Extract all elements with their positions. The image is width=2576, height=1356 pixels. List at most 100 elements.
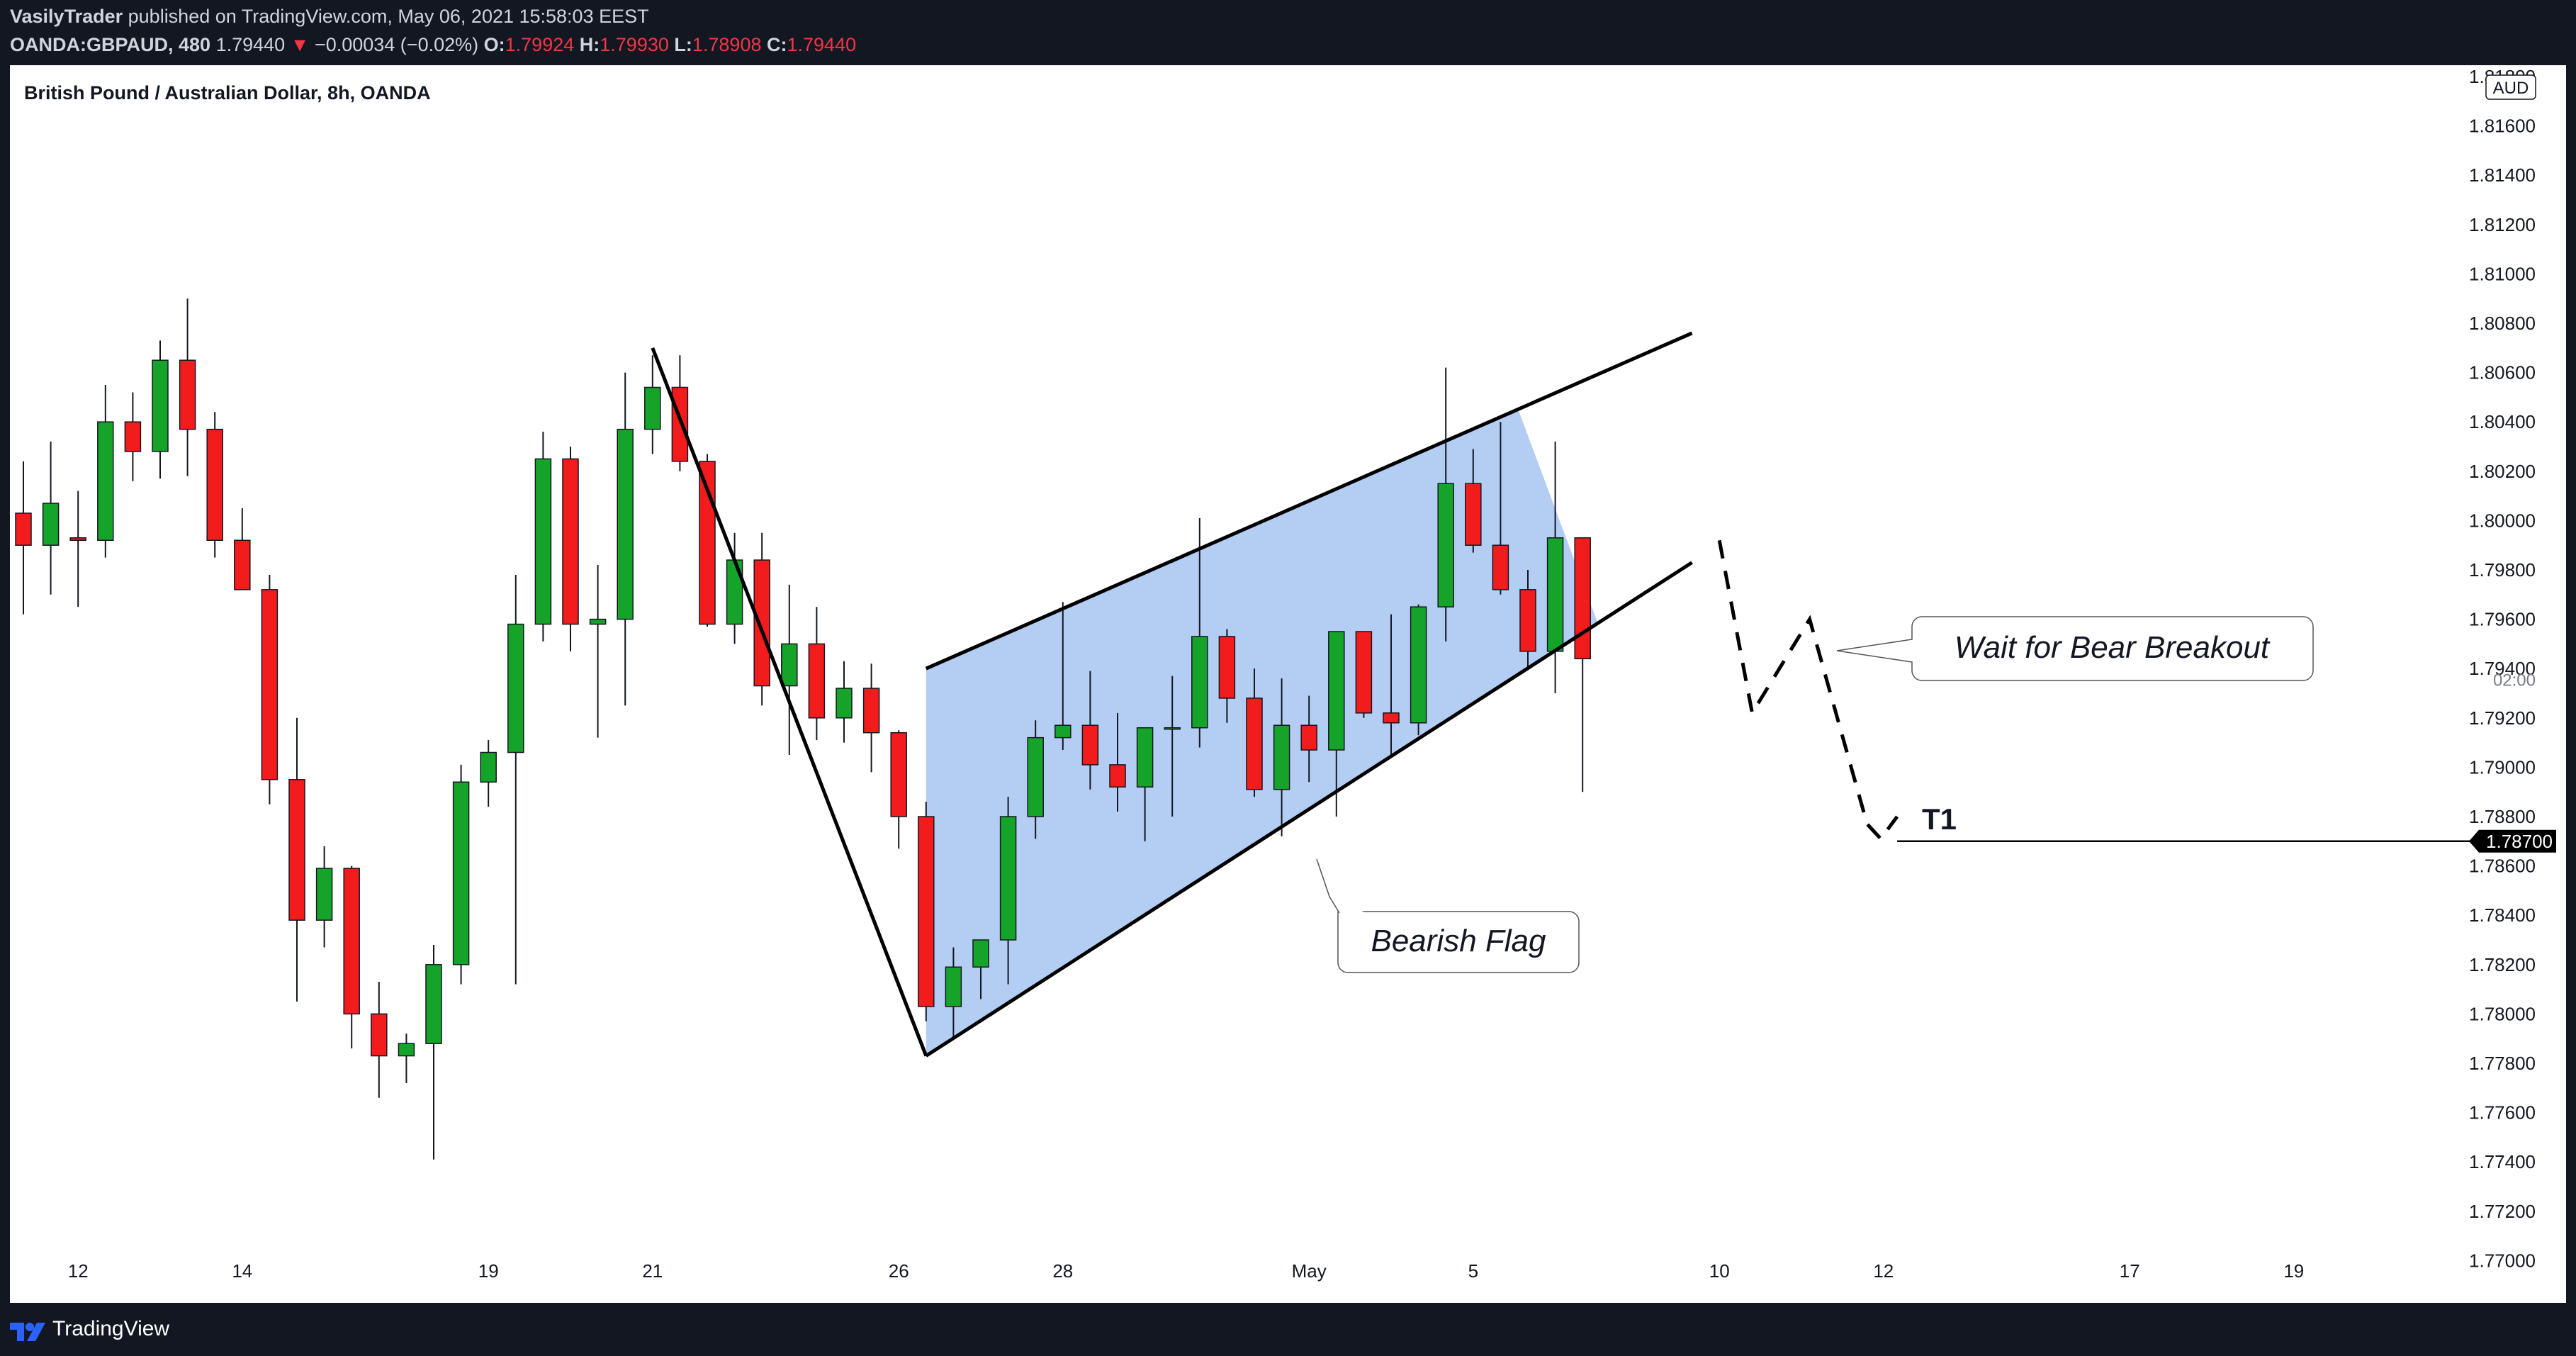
projected-path bbox=[1717, 539, 1899, 842]
flagpole-line bbox=[651, 347, 928, 1057]
publish-date: published on TradingView.com, May 06, 20… bbox=[128, 6, 649, 27]
candle bbox=[617, 372, 634, 706]
symbol-ohlc: OANDA:GBPAUD, 480 1.79440 ▼ −0.00034 (−0… bbox=[10, 34, 856, 56]
target-price-tag: 1.78700 bbox=[2469, 829, 2556, 853]
candle-body bbox=[507, 623, 524, 753]
candle-body bbox=[781, 643, 798, 687]
price-tick-label: 1.79800 bbox=[2469, 559, 2536, 581]
candle bbox=[179, 298, 196, 476]
candle bbox=[42, 442, 60, 595]
price-tick-label: 1.77800 bbox=[2469, 1053, 2536, 1074]
candle bbox=[507, 574, 524, 985]
candle-body bbox=[617, 428, 634, 620]
candle-body bbox=[42, 503, 60, 546]
candle bbox=[753, 532, 770, 706]
price-tick-label: 1.80600 bbox=[2469, 362, 2536, 383]
candle-body bbox=[69, 537, 86, 541]
price-tick-label: 1.77600 bbox=[2469, 1102, 2536, 1124]
candle-body bbox=[261, 589, 279, 780]
price-tick-label: 1.78600 bbox=[2469, 856, 2536, 877]
candle bbox=[1465, 449, 1482, 553]
candle-body bbox=[1465, 483, 1482, 546]
candle-body bbox=[1136, 727, 1154, 788]
candle bbox=[1164, 676, 1181, 817]
candle-body bbox=[999, 816, 1017, 941]
price-tick-label: 1.80200 bbox=[2469, 461, 2536, 482]
candle-body bbox=[124, 421, 142, 452]
price-tick-label: 1.78200 bbox=[2469, 954, 2536, 975]
candle-body bbox=[1164, 727, 1181, 730]
candle bbox=[97, 385, 114, 558]
chart-title: British Pound / Australian Dollar, 8h, O… bbox=[24, 82, 431, 103]
currency-label: AUD bbox=[2493, 79, 2529, 98]
callout-bearish-flag[interactable]: Bearish Flag bbox=[1316, 858, 1580, 973]
time-axis: 12 14 19 21 26 28 May 5 10 12 17 19 bbox=[68, 1260, 2305, 1282]
candle bbox=[1027, 720, 1044, 839]
time-tick-label: 21 bbox=[642, 1260, 663, 1282]
tradingview-logo-icon[interactable] bbox=[9, 1317, 54, 1344]
candle-body bbox=[234, 539, 251, 590]
time-tick-label: 17 bbox=[2120, 1260, 2140, 1282]
countdown-label: 02:00 bbox=[2493, 671, 2536, 690]
candle bbox=[124, 392, 142, 481]
candle bbox=[452, 764, 470, 985]
candle bbox=[1355, 631, 1373, 718]
candle-body bbox=[480, 751, 497, 783]
candle bbox=[1218, 629, 1236, 723]
tradingview-brand[interactable]: TradingView bbox=[52, 1317, 170, 1340]
author-name[interactable]: VasilyTrader bbox=[10, 6, 123, 27]
price-tick-label: 1.81600 bbox=[2469, 116, 2536, 137]
chart-area[interactable]: 1.818001.816001.814001.812001.810001.808… bbox=[10, 65, 2566, 1303]
candle-body bbox=[288, 779, 305, 921]
candle-body bbox=[589, 618, 607, 625]
price-tick-label: 1.81000 bbox=[2469, 263, 2536, 284]
candle bbox=[808, 607, 826, 741]
candle-body bbox=[1191, 636, 1208, 729]
candle-body bbox=[1574, 537, 1591, 660]
candle bbox=[1492, 422, 1509, 595]
candle-body bbox=[644, 386, 661, 430]
candle-body bbox=[179, 359, 196, 430]
high-label: H: bbox=[579, 34, 600, 55]
price-tick-label: 1.79200 bbox=[2469, 707, 2536, 729]
candle bbox=[1519, 570, 1536, 669]
candle-body bbox=[1109, 764, 1126, 788]
channel-upper-line bbox=[925, 331, 1693, 671]
candle bbox=[781, 584, 798, 755]
candle-body bbox=[808, 643, 826, 719]
candle-body bbox=[1328, 631, 1345, 751]
callout-bear-breakout[interactable]: Wait for Bear Breakout bbox=[1836, 616, 2314, 681]
candle-body bbox=[343, 868, 360, 1015]
candle bbox=[152, 340, 169, 479]
candlestick-chart[interactable]: 1.818001.816001.814001.812001.810001.808… bbox=[10, 65, 2566, 1303]
candle-body bbox=[1300, 724, 1317, 751]
drawing-layer bbox=[651, 331, 2476, 1058]
candle bbox=[945, 947, 962, 1039]
symbol-label: OANDA:GBPAUD, 480 bbox=[10, 34, 211, 55]
candle-body bbox=[1546, 537, 1564, 652]
candle bbox=[1410, 604, 1427, 736]
candle-body bbox=[1492, 544, 1509, 590]
candles-layer bbox=[15, 298, 1591, 1160]
time-tick-label: 28 bbox=[1052, 1260, 1073, 1282]
low-value: 1.78908 bbox=[692, 34, 762, 55]
publish-header: VasilyTrader published on TradingView.co… bbox=[0, 0, 2576, 65]
candle-body bbox=[1383, 712, 1400, 724]
price-tick-label: 1.79600 bbox=[2469, 609, 2536, 630]
candle-body bbox=[398, 1043, 415, 1057]
candle bbox=[69, 491, 86, 607]
time-tick-label: 26 bbox=[889, 1260, 909, 1282]
publish-info: VasilyTrader published on TradingView.co… bbox=[10, 6, 649, 28]
candle-body bbox=[1027, 736, 1044, 817]
candle bbox=[1300, 695, 1317, 783]
target-label: T1 bbox=[1922, 802, 1957, 836]
currency-badge: AUD bbox=[2485, 74, 2536, 100]
candle-body bbox=[1355, 631, 1373, 714]
time-tick-label: 12 bbox=[68, 1260, 89, 1282]
candle-body bbox=[534, 458, 552, 625]
price-tick-label: 1.78800 bbox=[2469, 806, 2536, 827]
candle bbox=[343, 865, 360, 1049]
candle bbox=[288, 717, 305, 1002]
candle bbox=[644, 355, 661, 454]
candle bbox=[836, 661, 853, 743]
